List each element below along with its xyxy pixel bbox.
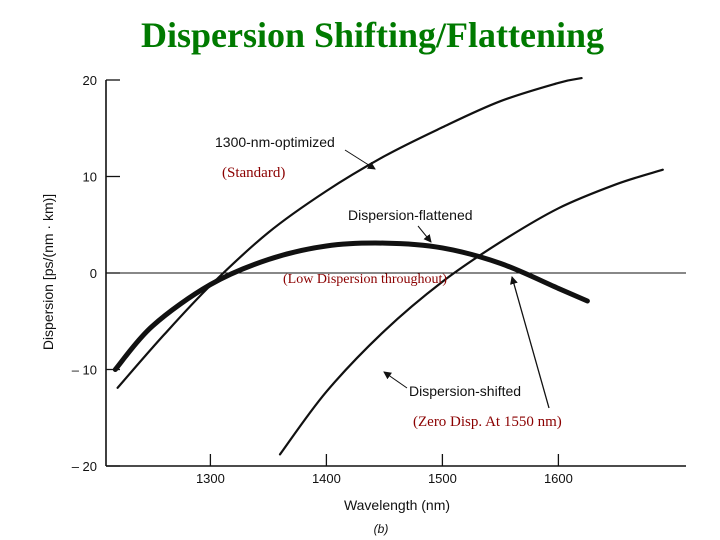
annotation-zero-disp: (Zero Disp. At 1550 nm)	[413, 414, 562, 430]
x-tick-label: 1400	[312, 471, 341, 486]
series-label-dispersion-flattened: Dispersion-flattened	[348, 207, 473, 223]
axis-ticks: 20 10 0 – 10 – 20 1300 1400 1500 1600	[72, 73, 573, 486]
y-axis-label: Dispersion [ps/(nm · km)]	[40, 194, 56, 350]
x-tick-label: 1300	[196, 471, 225, 486]
x-tick-label: 1600	[544, 471, 573, 486]
arrow-dispersion-shifted	[383, 371, 408, 389]
y-tick-label: 20	[83, 73, 97, 88]
x-axis-label: Wavelength (nm)	[344, 497, 450, 513]
series-label-dispersion-shifted: Dispersion-shifted	[409, 383, 521, 399]
series-line-dispersion-shifted	[278, 168, 664, 456]
y-tick-label: – 20	[72, 459, 97, 474]
y-tick-label: – 10	[72, 363, 97, 378]
arrow-dispersion-flattened	[417, 225, 432, 243]
y-tick-label: 10	[83, 170, 97, 185]
series-line-1300-optimized	[116, 77, 583, 389]
annotation-low-dispersion: (Low Dispersion throughout)	[283, 272, 447, 287]
curves	[112, 77, 664, 456]
slide-title: Dispersion Shifting/Flattening	[140, 15, 605, 55]
panel-label: (b)	[374, 522, 389, 536]
y-tick-label: 0	[90, 266, 97, 281]
arrow-zero-disp	[510, 276, 550, 409]
annotation-standard: (Standard)	[222, 165, 285, 181]
series-label-1300-optimized: 1300-nm-optimized	[215, 134, 335, 150]
series-line-dispersion-flattened	[112, 240, 590, 372]
arrow-1300-optimized	[344, 149, 376, 170]
x-tick-label: 1500	[428, 471, 457, 486]
